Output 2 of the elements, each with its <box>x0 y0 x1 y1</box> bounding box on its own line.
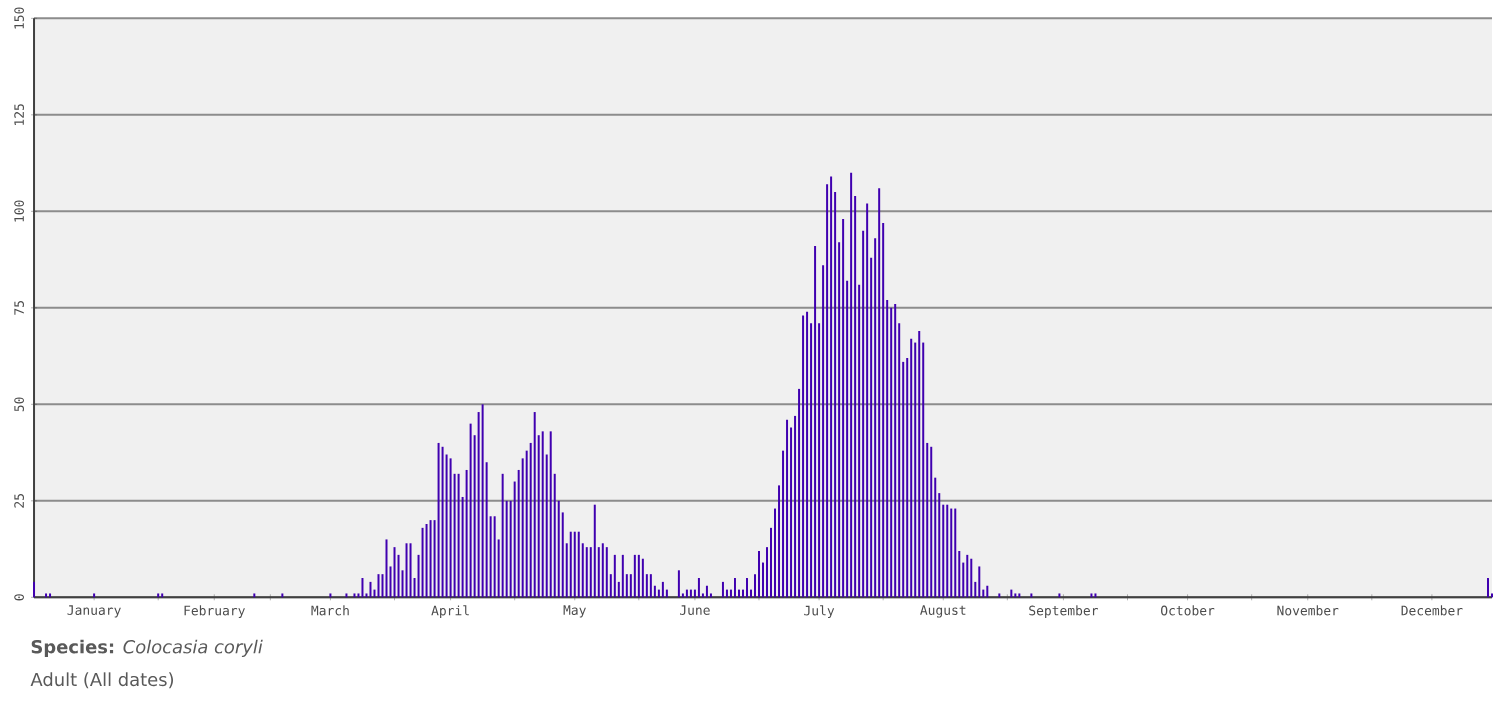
text: Adult (All dates) <box>30 672 174 689</box>
text: Species: Colocasia coryli <box>31 639 263 657</box>
